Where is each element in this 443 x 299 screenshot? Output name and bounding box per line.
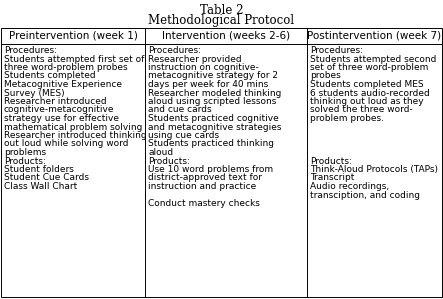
Text: out loud while solving word: out loud while solving word: [4, 140, 128, 149]
Text: Students completed: Students completed: [4, 71, 96, 80]
Text: three word-problem probes: three word-problem probes: [4, 63, 128, 72]
Text: Students practiced cognitive: Students practiced cognitive: [148, 114, 279, 123]
Text: Use 10 word problems from: Use 10 word problems from: [148, 165, 273, 174]
Text: Student folders: Student folders: [4, 165, 74, 174]
Text: aloud: aloud: [148, 148, 173, 157]
Text: Procedures:: Procedures:: [4, 46, 57, 55]
Text: Metacognitive Experience: Metacognitive Experience: [4, 80, 122, 89]
Text: Procedures:: Procedures:: [148, 46, 201, 55]
Text: thinking out loud as they: thinking out loud as they: [310, 97, 424, 106]
Text: Students attempted first set of: Students attempted first set of: [4, 54, 144, 63]
Text: Researcher introduced: Researcher introduced: [4, 97, 107, 106]
Text: Products:: Products:: [4, 156, 46, 166]
Text: probes: probes: [310, 71, 341, 80]
Text: mathematical problem solving: mathematical problem solving: [4, 123, 142, 132]
Text: Products:: Products:: [148, 156, 190, 166]
Text: strategy use for effective: strategy use for effective: [4, 114, 119, 123]
Text: Researcher introduced thinking: Researcher introduced thinking: [4, 131, 147, 140]
Text: Products:: Products:: [310, 156, 352, 166]
Text: Conduct mastery checks: Conduct mastery checks: [148, 199, 260, 208]
Text: transciption, and coding: transciption, and coding: [310, 190, 420, 199]
Text: Intervention (weeks 2-6): Intervention (weeks 2-6): [162, 31, 290, 41]
Text: Researcher provided: Researcher provided: [148, 54, 242, 63]
Text: days per week for 40 mins: days per week for 40 mins: [148, 80, 268, 89]
Text: cognitive-metacognitive: cognitive-metacognitive: [4, 106, 114, 115]
Text: Table 2: Table 2: [200, 4, 243, 17]
Text: aloud using scripted lessons: aloud using scripted lessons: [148, 97, 276, 106]
Text: Audio recordings,: Audio recordings,: [310, 182, 389, 191]
Text: Student Cue Cards: Student Cue Cards: [4, 173, 89, 182]
Text: using cue cards: using cue cards: [148, 131, 219, 140]
Text: set of three word-problem: set of three word-problem: [310, 63, 428, 72]
Text: instruction on cognitive-: instruction on cognitive-: [148, 63, 259, 72]
Text: instruction and practice: instruction and practice: [148, 182, 256, 191]
Text: Class Wall Chart: Class Wall Chart: [4, 182, 77, 191]
Text: Survey (MES): Survey (MES): [4, 89, 65, 97]
Text: Preintervention (week 1): Preintervention (week 1): [9, 31, 137, 41]
Text: Students completed MES: Students completed MES: [310, 80, 424, 89]
Text: 6 students audio-recorded: 6 students audio-recorded: [310, 89, 430, 97]
Text: Students attempted second: Students attempted second: [310, 54, 436, 63]
Text: Postintervention (week 7): Postintervention (week 7): [307, 31, 442, 41]
Text: Transcript: Transcript: [310, 173, 354, 182]
Text: problems: problems: [4, 148, 46, 157]
Text: solved the three word-: solved the three word-: [310, 106, 413, 115]
Text: Researcher modeled thinking: Researcher modeled thinking: [148, 89, 282, 97]
Text: district-approved text for: district-approved text for: [148, 173, 262, 182]
Text: problem probes.: problem probes.: [310, 114, 384, 123]
Text: and metacognitive strategies: and metacognitive strategies: [148, 123, 282, 132]
Text: and cue cards: and cue cards: [148, 106, 212, 115]
Text: metacognitive strategy for 2: metacognitive strategy for 2: [148, 71, 278, 80]
Text: Think-Aloud Protocols (TAPs): Think-Aloud Protocols (TAPs): [310, 165, 438, 174]
Text: Procedures:: Procedures:: [310, 46, 363, 55]
Text: Methodological Protocol: Methodological Protocol: [148, 14, 295, 27]
Bar: [1, 28, 442, 297]
Text: Students practiced thinking: Students practiced thinking: [148, 140, 274, 149]
